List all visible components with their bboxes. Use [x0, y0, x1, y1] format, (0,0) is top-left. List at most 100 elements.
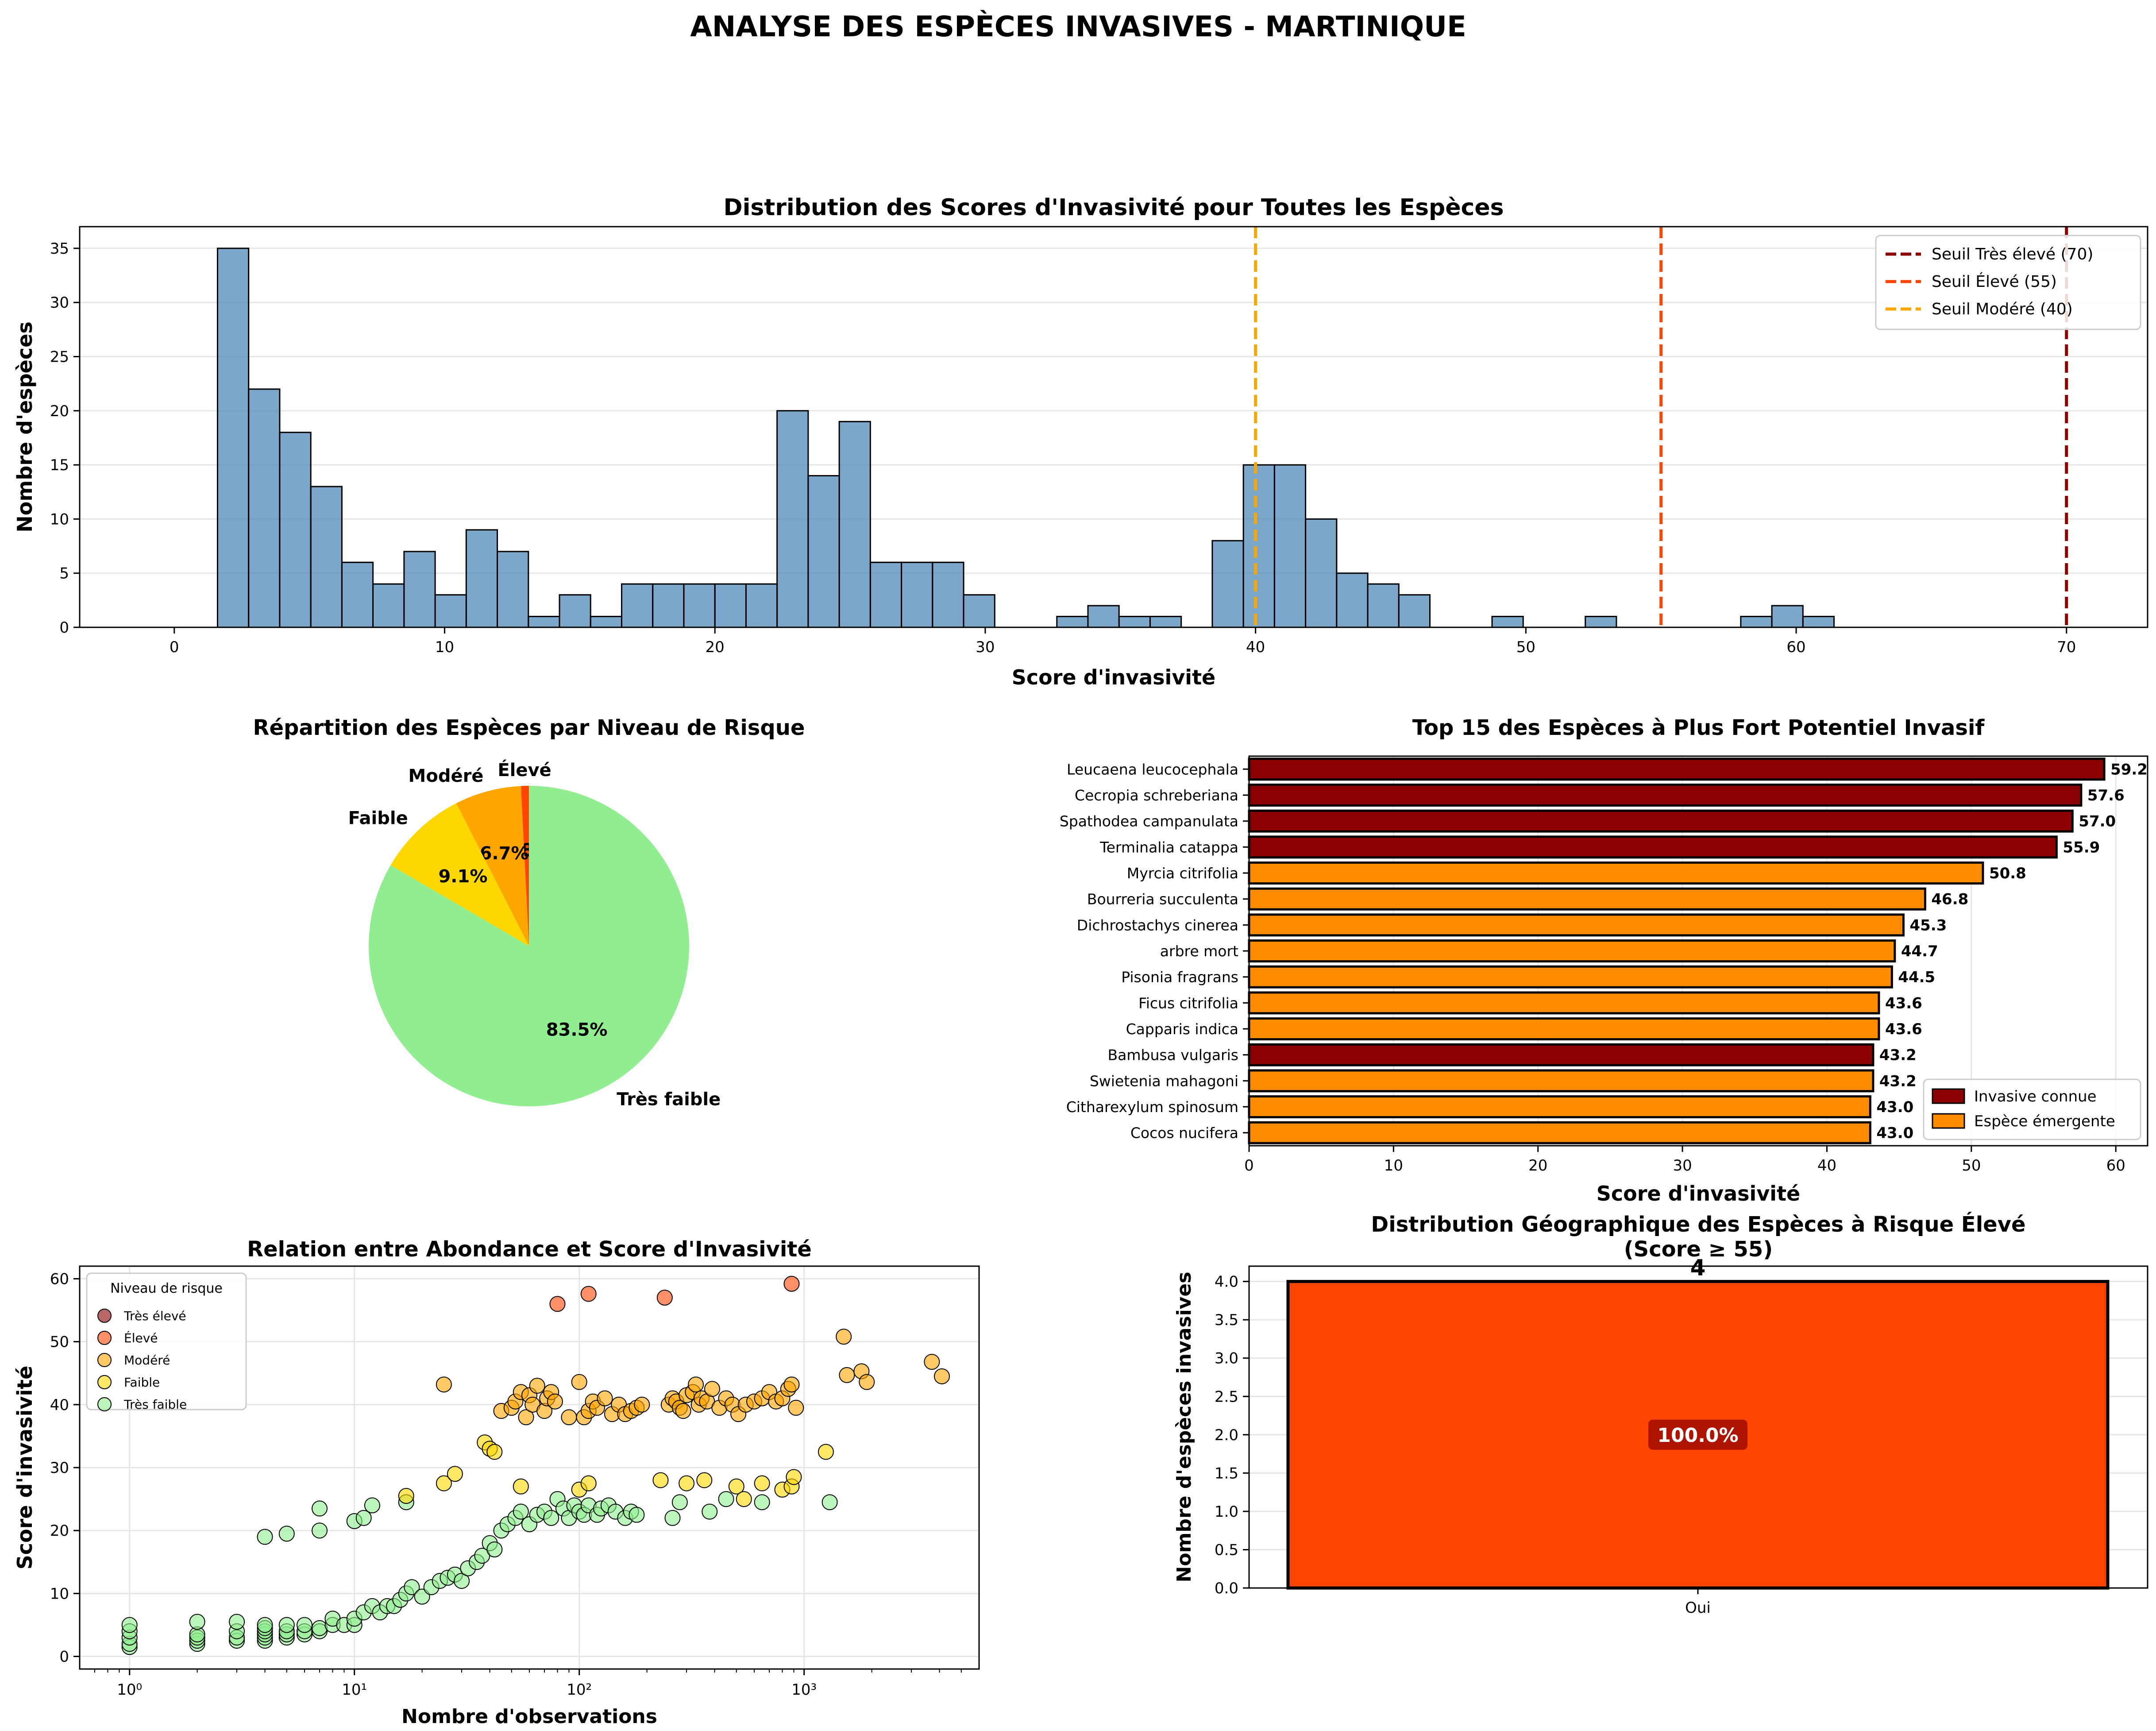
top15-bar [1248, 784, 2083, 807]
scatter-point [580, 1286, 597, 1302]
top15-legend-label: Invasive connue [1974, 1088, 2097, 1105]
scatter-point [718, 1491, 734, 1507]
hist-bar [963, 594, 995, 628]
scatter-point [513, 1503, 529, 1520]
scatter-point [704, 1381, 720, 1397]
top15-category-label: Capparis indica [1126, 1020, 1238, 1038]
hist-bar [1211, 540, 1244, 628]
geo-xtick-label: Oui [1685, 1599, 1711, 1617]
scatter-point [547, 1393, 563, 1410]
geo-subtitle: (Score ≥ 55) [1624, 1237, 1773, 1262]
hist-bar [807, 475, 840, 628]
hist-bar [434, 594, 467, 628]
pie-slice-label: Élevé [498, 759, 551, 780]
scatter-point [278, 1617, 295, 1633]
top15-category-label: Swietenia mahagoni [1090, 1072, 1238, 1090]
hist-ytick-label: 15 [50, 456, 69, 474]
hist-bar [1305, 518, 1338, 628]
top15-bar [1248, 809, 2074, 833]
scatter-point [364, 1497, 380, 1514]
scatter-xtick-label: 10⁰ [117, 1681, 142, 1699]
top15-xtick-label: 40 [1817, 1157, 1836, 1175]
scatter-point [736, 1491, 752, 1507]
top15-value-label: 43.2 [1879, 1072, 1917, 1090]
hist-ytick-label: 30 [50, 294, 69, 312]
scatter-ytick-label: 20 [50, 1522, 69, 1540]
top15-category-label: Leucaena leucocephala [1067, 761, 1238, 778]
hist-bar [1242, 464, 1275, 628]
hist-xtick-label: 40 [1246, 638, 1265, 656]
pie-slice [369, 786, 689, 1106]
scatter-ytick-label: 40 [50, 1396, 69, 1414]
hist-bar [714, 583, 747, 628]
hist-bar [621, 583, 654, 628]
hist-legend-label: Seuil Élevé (55) [1932, 272, 2057, 291]
scatter-legend-label: Très faible [123, 1397, 187, 1412]
top15-bar [1248, 1017, 1880, 1040]
scatter-ytick-label: 0 [59, 1648, 69, 1666]
hist-bar [901, 561, 933, 628]
hist-bar [1398, 594, 1431, 628]
scatter-point [679, 1475, 695, 1491]
top15-value-label: 50.8 [1989, 865, 2026, 882]
scatter-point [696, 1472, 713, 1488]
top15-value-label: 43.6 [1885, 1020, 1922, 1038]
scatter-ytick-label: 50 [50, 1333, 69, 1351]
hist-xtick-label: 10 [435, 638, 454, 656]
scatter-point [355, 1510, 372, 1526]
top15-value-label: 44.7 [1901, 943, 1938, 960]
top15-bar [1248, 913, 1905, 937]
geo-value-label: 4 [1690, 1255, 1706, 1281]
top15-category-label: Cecropia schreberiana [1075, 787, 1238, 804]
top15-bar [1248, 1121, 1871, 1144]
scatter-point [278, 1526, 295, 1542]
scatter-title: Relation entre Abondance et Score d'Inva… [247, 1237, 812, 1262]
scatter-point [513, 1478, 529, 1495]
top15-value-label: 57.6 [2087, 787, 2125, 804]
hist-xtick-label: 20 [706, 638, 725, 656]
top15-bar [1248, 887, 1926, 911]
hist-bar [248, 388, 281, 628]
geo-ytick-label: 1.0 [1215, 1503, 1238, 1521]
hist-bar [403, 551, 436, 628]
top15-xtick-label: 50 [1962, 1157, 1981, 1175]
hist-bar [1802, 616, 1835, 628]
scatter-point [436, 1376, 452, 1393]
pie-title: Répartition des Espèces par Niveau de Ri… [253, 715, 805, 740]
scatter-point [398, 1488, 414, 1504]
scatter-point [822, 1494, 838, 1511]
top15-value-label: 57.0 [2079, 813, 2116, 831]
geo-ytick-label: 2.5 [1215, 1388, 1238, 1406]
pie-slice [456, 786, 529, 946]
geo-ytick-label: 3.5 [1215, 1311, 1238, 1329]
scatter-point [447, 1466, 463, 1482]
top15-category-label: Terminalia catappa [1099, 838, 1238, 856]
top15-category-label: arbre mort [1160, 943, 1238, 960]
hist-bar [683, 583, 716, 628]
hist-ylabel: Nombre d'espèces [13, 321, 37, 532]
top15-bar [1248, 757, 2106, 781]
scatter-ytick-label: 30 [50, 1459, 69, 1477]
scatter-xtick-label: 10¹ [342, 1681, 367, 1699]
scatter-xtick-label: 10² [567, 1681, 592, 1699]
hist-bar [341, 561, 374, 628]
hist-bar [1740, 616, 1773, 628]
top15-bar [1248, 862, 1984, 885]
top15-value-label: 59.2 [2110, 761, 2148, 778]
scatter-point [656, 1290, 673, 1306]
hist-axes-frame [79, 226, 2148, 628]
geo-bar-chart: 4 100.0% 0.0 0.5 1.0 1.5 2.0 2.5 3.0 3.5 4.0 Oui Dis… [1173, 1212, 2148, 1617]
hist-bar [279, 432, 312, 628]
scatter-legend-label: Modéré [124, 1353, 170, 1368]
hist-ytick-label: 10 [50, 510, 69, 528]
top15-category-label: Ficus citrifolia [1138, 994, 1238, 1012]
top15-xtick-label: 10 [1384, 1157, 1403, 1175]
top15-legend-box [1923, 1078, 2141, 1140]
scatter-point [549, 1296, 566, 1312]
hist-legend-box [1875, 235, 2141, 330]
hist-legend-label: Seuil Modéré (40) [1932, 300, 2073, 318]
scatter-legend-marker [97, 1309, 112, 1323]
pie-slice [390, 803, 529, 946]
